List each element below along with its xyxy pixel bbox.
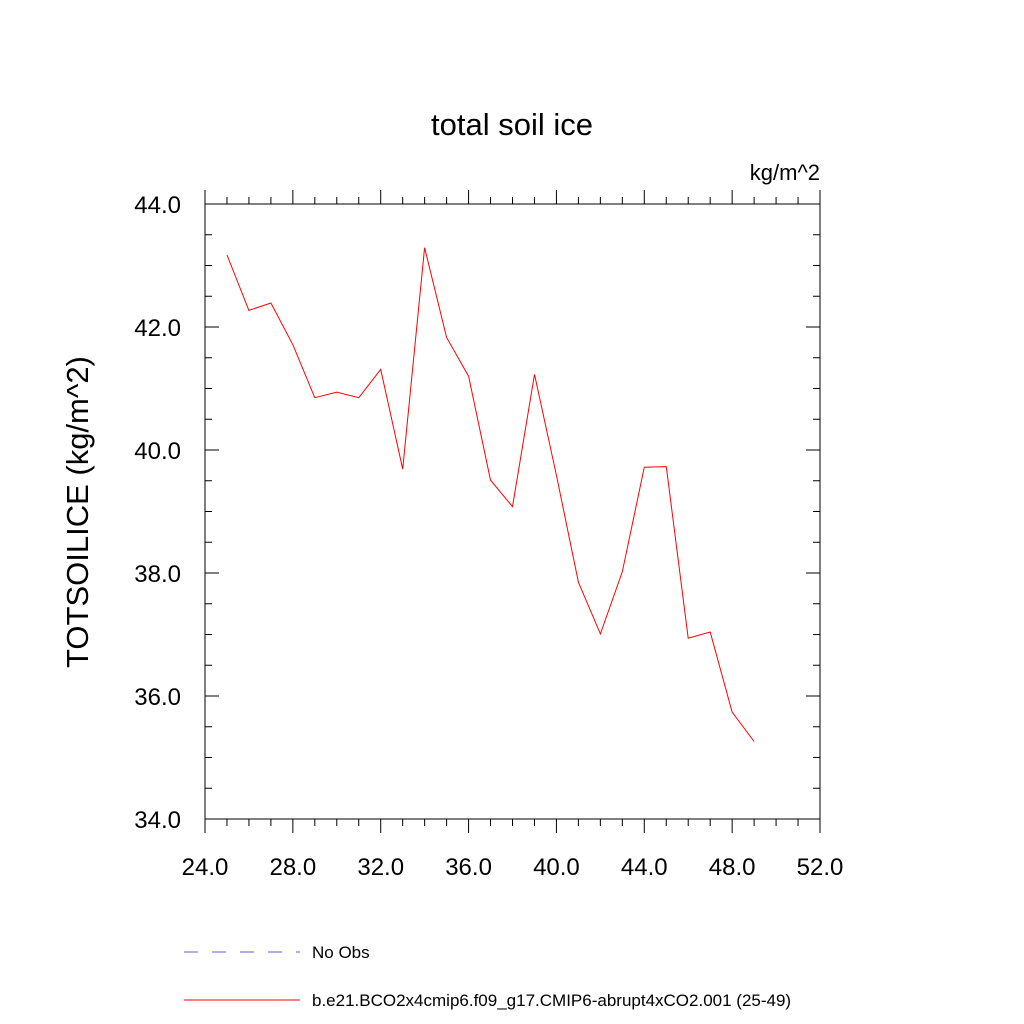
- y-axis-label: TOTSOILICE (kg/m^2): [60, 356, 95, 668]
- y-tick-label: 34.0: [134, 807, 181, 834]
- axis-ticks: [204, 190, 821, 833]
- x-tick-label: 32.0: [357, 854, 404, 881]
- chart-title: total soil ice: [431, 107, 593, 142]
- y-tick-label: 42.0: [134, 315, 181, 342]
- y-tick-label: 36.0: [134, 684, 181, 711]
- x-tick-label: 24.0: [182, 854, 229, 881]
- y-tick-label: 38.0: [134, 561, 181, 588]
- x-tick-label: 52.0: [797, 854, 844, 881]
- y-tick-label: 44.0: [134, 192, 181, 219]
- x-tick-label: 40.0: [533, 854, 580, 881]
- legend-label: No Obs: [312, 943, 370, 962]
- units-label: kg/m^2: [750, 160, 820, 185]
- x-tick-label: 44.0: [621, 854, 668, 881]
- plot-frame: [204, 203, 821, 820]
- y-tick-label: 40.0: [134, 438, 181, 465]
- series-layer: [226, 247, 755, 742]
- x-tick-label: 28.0: [269, 854, 316, 881]
- legend: No Obs b.e21.BCO2x4cmip6.f09_g17.CMIP6-ab…: [184, 943, 791, 1010]
- x-tick-label: 36.0: [445, 854, 492, 881]
- legend-label: b.e21.BCO2x4cmip6.f09_g17.CMIP6-abrupt4x…: [312, 991, 791, 1010]
- tick-labels: 24.0 28.0 32.0 36.0 40.0 44.0 48.0 52.0 34.0 36.0…: [134, 192, 843, 881]
- x-tick-label: 48.0: [709, 854, 756, 881]
- series-line: [226, 247, 755, 742]
